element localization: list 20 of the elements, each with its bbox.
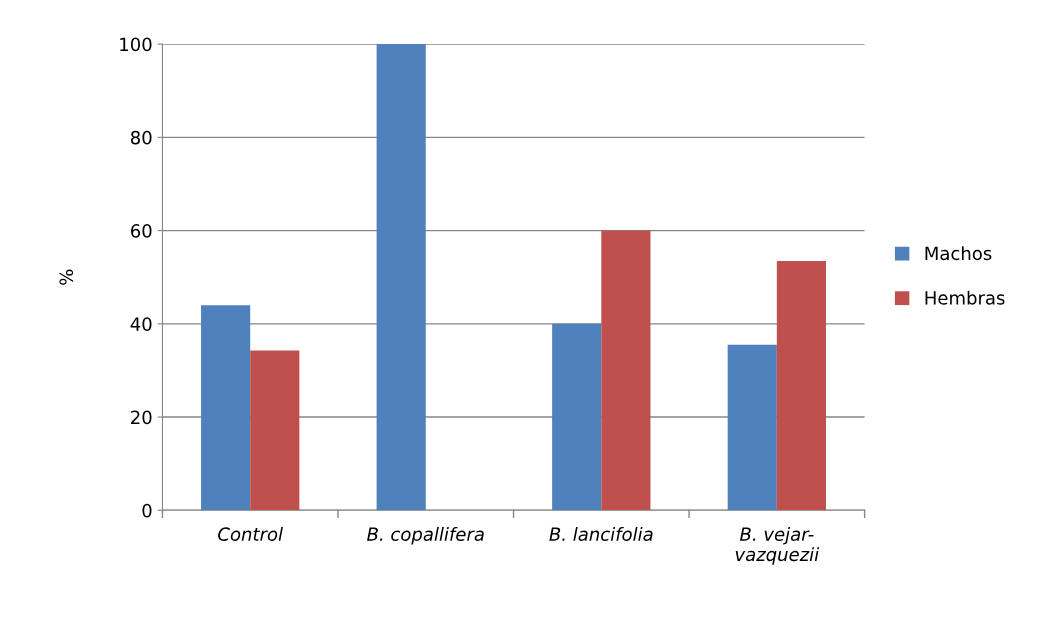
- x-tick-label: B. vejar- vazquezii: [735, 526, 820, 565]
- y-axis-title: %: [59, 269, 74, 285]
- x-tick-label: Control: [218, 526, 283, 541]
- bar: [776, 260, 826, 511]
- y-tick-label: 80: [130, 130, 152, 145]
- y-tick-label: 100: [120, 37, 152, 52]
- x-tick-label: B. copallifera: [367, 526, 484, 545]
- y-tick-label: 60: [131, 224, 152, 238]
- y-tick-label: 0: [142, 503, 152, 518]
- bar: [727, 344, 777, 511]
- y-tick-label: 20: [131, 410, 152, 425]
- y-tick-label: 40: [130, 317, 152, 331]
- bar: [376, 44, 426, 511]
- bar: [250, 350, 300, 511]
- legend-label: Hembras: [925, 290, 1005, 305]
- legend-label: Machos: [925, 246, 992, 261]
- bar: [201, 305, 251, 511]
- bar: [552, 323, 602, 511]
- bar: [601, 230, 651, 511]
- x-tick-label: B. lancifolia: [549, 526, 653, 541]
